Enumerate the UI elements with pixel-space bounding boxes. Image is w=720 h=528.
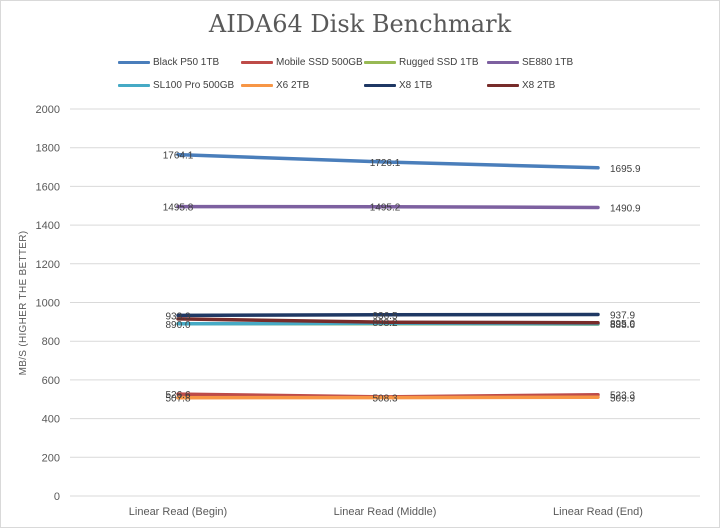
legend-swatch bbox=[118, 83, 150, 87]
data-label: 526.6 bbox=[165, 390, 190, 401]
chart-title: AIDA64 Disk Benchmark bbox=[208, 10, 512, 38]
legend-item: X6 2TB bbox=[241, 78, 309, 92]
y-tick-label: 1200 bbox=[36, 259, 60, 271]
data-label: 1764.1 bbox=[163, 151, 194, 162]
series-line bbox=[176, 204, 600, 210]
y-tick-label: 1400 bbox=[36, 220, 60, 232]
legend-item: Mobile SSD 500GB bbox=[241, 55, 363, 69]
series-line bbox=[176, 317, 600, 325]
data-label: 523.3 bbox=[610, 391, 635, 402]
data-label: 507.8 bbox=[165, 394, 190, 405]
y-tick-label: 800 bbox=[42, 336, 60, 348]
data-label: 1490.9 bbox=[610, 204, 641, 215]
y-tick-label: 2000 bbox=[36, 104, 60, 116]
legend-swatch bbox=[364, 60, 396, 64]
series-line bbox=[176, 152, 600, 170]
data-label: 1495.8 bbox=[163, 203, 194, 214]
data-label: 895.0 bbox=[610, 319, 635, 330]
legend-item: SL100 Pro 500GB bbox=[118, 78, 234, 92]
data-label: 509.9 bbox=[610, 393, 635, 404]
legend-label: SL100 Pro 500GB bbox=[153, 79, 235, 91]
series-line bbox=[176, 312, 600, 318]
y-tick-label: 1000 bbox=[36, 298, 60, 310]
y-tick-label: 600 bbox=[42, 375, 60, 387]
data-label: 937.9 bbox=[610, 311, 635, 322]
legend-label: X8 1TB bbox=[399, 79, 433, 91]
legend-swatch bbox=[241, 83, 273, 87]
legend-swatch bbox=[487, 83, 519, 87]
x-tick-label: Linear Read (Begin) bbox=[129, 506, 227, 518]
y-tick-label: 1800 bbox=[36, 143, 60, 155]
data-label: 1495.2 bbox=[370, 203, 401, 214]
legend-label: Black P50 1TB bbox=[153, 56, 220, 68]
data-label: 933.3 bbox=[165, 311, 190, 322]
legend-swatch bbox=[118, 60, 150, 64]
y-tick-label: 0 bbox=[54, 491, 60, 503]
y-tick-label: 1600 bbox=[36, 181, 60, 193]
data-label: 898.2 bbox=[372, 318, 397, 329]
legend-label: X6 2TB bbox=[276, 79, 310, 91]
legend-item: SE880 1TB bbox=[487, 55, 573, 69]
data-label: 888.6 bbox=[610, 320, 635, 331]
legend-item: X8 2TB bbox=[487, 78, 555, 92]
data-label: 890.0 bbox=[165, 320, 190, 331]
legend-item: Rugged SSD 1TB bbox=[364, 55, 479, 69]
data-label: 1695.9 bbox=[610, 164, 641, 175]
legend-item: X8 1TB bbox=[364, 78, 432, 92]
data-label: 936.5 bbox=[372, 311, 397, 322]
legend-item: Black P50 1TB bbox=[118, 55, 219, 69]
x-tick-label: Linear Read (Middle) bbox=[334, 506, 437, 518]
x-tick-label: Linear Read (End) bbox=[553, 506, 643, 518]
legend-label: Rugged SSD 1TB bbox=[399, 56, 479, 68]
y-tick-label: 400 bbox=[42, 414, 60, 426]
legend-label: Mobile SSD 500GB bbox=[276, 56, 363, 68]
legend-swatch bbox=[487, 60, 519, 64]
legend-label: SE880 1TB bbox=[522, 56, 574, 68]
legend-label: X8 2TB bbox=[522, 79, 556, 91]
legend-swatch bbox=[241, 60, 273, 64]
data-label: 1726.1 bbox=[370, 158, 401, 169]
data-label: 508.3 bbox=[372, 394, 397, 405]
legend-swatch bbox=[364, 83, 396, 87]
y-tick-label: 200 bbox=[42, 452, 60, 464]
